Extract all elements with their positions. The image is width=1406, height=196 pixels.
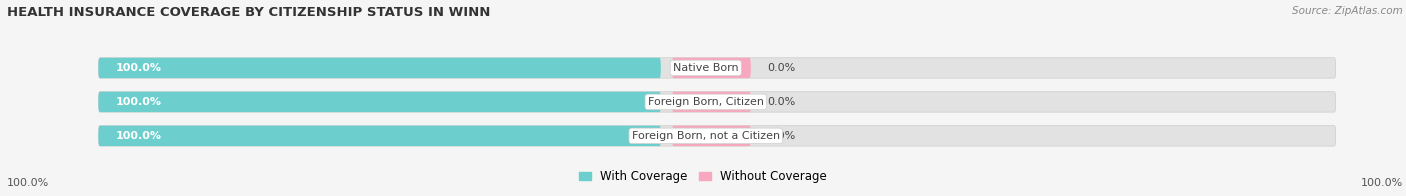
Text: HEALTH INSURANCE COVERAGE BY CITIZENSHIP STATUS IN WINN: HEALTH INSURANCE COVERAGE BY CITIZENSHIP…: [7, 6, 491, 19]
FancyBboxPatch shape: [98, 126, 1336, 146]
Text: Source: ZipAtlas.com: Source: ZipAtlas.com: [1292, 6, 1403, 16]
FancyBboxPatch shape: [98, 92, 661, 112]
Text: 100.0%: 100.0%: [7, 178, 49, 188]
FancyBboxPatch shape: [98, 58, 1336, 78]
Text: 0.0%: 0.0%: [768, 131, 796, 141]
Text: 0.0%: 0.0%: [768, 97, 796, 107]
Text: 100.0%: 100.0%: [115, 131, 162, 141]
FancyBboxPatch shape: [672, 126, 751, 146]
Text: 0.0%: 0.0%: [768, 63, 796, 73]
FancyBboxPatch shape: [98, 58, 661, 78]
Text: Foreign Born, not a Citizen: Foreign Born, not a Citizen: [631, 131, 780, 141]
Text: Foreign Born, Citizen: Foreign Born, Citizen: [648, 97, 763, 107]
Text: 100.0%: 100.0%: [1361, 178, 1403, 188]
FancyBboxPatch shape: [672, 92, 751, 112]
Text: 100.0%: 100.0%: [115, 63, 162, 73]
Legend: With Coverage, Without Coverage: With Coverage, Without Coverage: [574, 166, 832, 188]
FancyBboxPatch shape: [672, 58, 751, 78]
Text: 100.0%: 100.0%: [115, 97, 162, 107]
FancyBboxPatch shape: [98, 126, 661, 146]
FancyBboxPatch shape: [98, 92, 1336, 112]
Text: Native Born: Native Born: [673, 63, 738, 73]
